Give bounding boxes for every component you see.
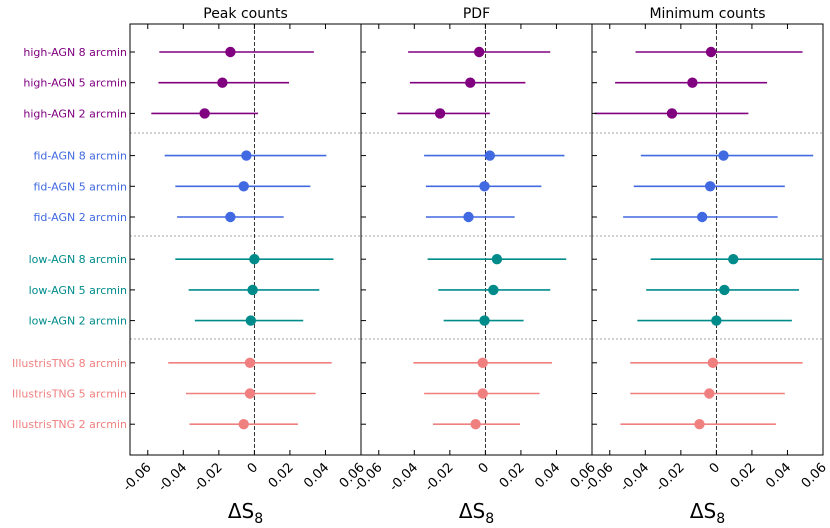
x-axis-label-subscript: 8	[254, 511, 263, 527]
row-label: low-AGN 2 arcmin	[29, 315, 127, 328]
x-tick-label: 0.04	[301, 460, 332, 491]
data-point	[465, 77, 476, 88]
x-axis-label: ΔS8	[228, 499, 263, 527]
data-point	[245, 315, 257, 326]
data-point	[244, 388, 256, 399]
data-point	[711, 315, 722, 326]
row-label: fid-AGN 8 arcmin	[33, 150, 127, 163]
x-tick-label: -0.06	[120, 460, 154, 494]
data-point	[728, 254, 739, 265]
data-point	[707, 357, 719, 368]
data-point	[477, 388, 488, 399]
data-point	[225, 46, 236, 58]
x-tick-label: 0.06	[799, 460, 830, 491]
data-point	[225, 211, 236, 223]
data-point	[247, 284, 258, 296]
data-point	[470, 419, 481, 430]
data-point	[696, 211, 708, 223]
row-label: high-AGN 5 arcmin	[23, 77, 127, 90]
x-axis-label-main: ΔS	[690, 499, 716, 523]
data-point	[249, 254, 260, 265]
row-label: IllustrisTNG 5 arcmin	[12, 388, 127, 401]
x-tick-label: 0	[476, 460, 492, 476]
data-point	[244, 357, 256, 368]
data-point	[238, 181, 249, 192]
x-tick-label: 0.02	[266, 460, 297, 491]
x-axis-label-subscript: 8	[716, 511, 725, 527]
panel-title: Peak counts	[203, 6, 288, 22]
x-axis-label-subscript: 8	[485, 511, 494, 527]
data-point	[479, 315, 490, 326]
x-axis-label-main: ΔS	[228, 499, 254, 523]
x-tick-label: -0.04	[618, 460, 652, 494]
x-tick-label: 0	[245, 460, 261, 476]
data-point	[477, 357, 488, 368]
data-point	[241, 150, 252, 161]
panel-frame	[591, 23, 824, 456]
x-tick-label: -0.02	[653, 460, 687, 494]
panel-title: Minimum counts	[649, 6, 765, 22]
data-point	[199, 108, 210, 119]
x-axis-label: ΔS8	[459, 499, 494, 527]
data-point	[666, 108, 678, 119]
data-point	[687, 77, 698, 88]
data-point	[718, 150, 729, 161]
data-point	[473, 46, 485, 58]
panel-frame	[129, 23, 362, 456]
data-point	[694, 419, 705, 430]
data-point	[484, 150, 496, 161]
row-label: low-AGN 8 arcmin	[29, 253, 127, 266]
x-tick-label: 0	[707, 460, 723, 476]
x-axis-label-main: ΔS	[459, 499, 485, 523]
data-point	[217, 77, 228, 88]
x-tick-label: -0.02	[422, 460, 456, 494]
panel-frame	[360, 23, 593, 456]
data-point	[488, 284, 499, 296]
row-label: high-AGN 2 arcmin	[23, 107, 127, 120]
x-tick-label: 0.02	[728, 460, 759, 491]
row-label: low-AGN 5 arcmin	[29, 284, 127, 297]
data-point	[704, 181, 716, 192]
row-label: fid-AGN 2 arcmin	[33, 211, 127, 224]
data-point	[463, 211, 474, 223]
x-tick-label: -0.02	[191, 460, 225, 494]
data-point	[719, 284, 730, 296]
x-axis-label: ΔS8	[690, 499, 725, 527]
x-tick-label: 0.04	[532, 460, 563, 491]
x-tick-label: -0.04	[387, 460, 421, 494]
row-label: IllustrisTNG 2 arcmin	[12, 418, 127, 431]
row-label: high-AGN 8 arcmin	[23, 46, 127, 59]
x-tick-label: 0.02	[497, 460, 528, 491]
data-point	[434, 108, 446, 119]
x-tick-label: -0.04	[156, 460, 190, 494]
data-point	[479, 181, 490, 192]
row-label: IllustrisTNG 8 arcmin	[12, 357, 127, 370]
data-point	[491, 254, 503, 265]
data-point	[705, 46, 717, 58]
data-point	[704, 388, 715, 399]
row-label: fid-AGN 5 arcmin	[33, 180, 127, 193]
panel-title: PDF	[463, 6, 490, 22]
x-tick-label: 0.04	[763, 460, 794, 491]
data-point	[238, 419, 249, 430]
